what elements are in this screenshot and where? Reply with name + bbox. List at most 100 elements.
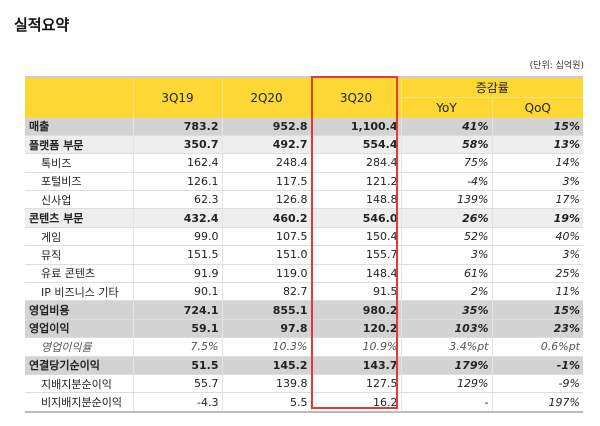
row-label: 플랫폼 부문: [25, 135, 133, 155]
header-label: [25, 76, 133, 118]
row-label: 콘텐츠 부문: [25, 208, 133, 228]
row-label: 영업이익: [25, 319, 133, 339]
header-3q19: 3Q19: [132, 76, 222, 118]
header-3q20: 3Q20: [310, 76, 401, 118]
cell-qoq: 15%: [491, 300, 583, 320]
cell-3q19: 62.3: [132, 190, 222, 210]
page-title: 실적요약: [14, 16, 70, 34]
cell-2q20: 117.5: [221, 172, 311, 192]
row-label: 톡비즈: [25, 153, 133, 173]
table-row: 지배지분순이익 55.7 139.8 127.5 129% -9%: [25, 374, 583, 394]
cell-yoy: 2%: [400, 282, 492, 302]
cell-qoq: 40%: [491, 227, 583, 247]
cell-qoq: 11%: [491, 282, 583, 302]
cell-2q20: 855.1: [221, 300, 311, 320]
cell-3q19: 126.1: [132, 172, 222, 192]
cell-2q20: 151.0: [221, 245, 311, 265]
cell-qoq: 3%: [491, 172, 583, 192]
table-row: 톡비즈 162.4 248.4 284.4 75% 14%: [25, 153, 583, 173]
cell-yoy: 139%: [400, 190, 492, 210]
cell-3q20: 143.7: [310, 356, 401, 375]
cell-yoy: 58%: [400, 135, 492, 155]
cell-yoy: 179%: [400, 356, 492, 375]
cell-3q19: 91.9: [132, 264, 222, 284]
cell-3q19: 151.5: [132, 245, 222, 265]
cell-3q20: 1,100.4: [310, 117, 401, 136]
table-row: 영업이익 59.1 97.8 120.2 103% 23%: [25, 319, 583, 339]
cell-2q20: 126.8: [221, 190, 311, 210]
row-label: 신사업: [25, 190, 133, 210]
summary-table: 3Q19 2Q20 3Q20 증감률 YoY QoQ 매출 783.2 952.8 1…: [25, 76, 583, 413]
cell-3q19: 7.5%: [132, 337, 222, 357]
table-row: 연결당기순이익 51.5 145.2 143.7 179% -1%: [25, 356, 583, 375]
cell-qoq: 3%: [491, 245, 583, 265]
table-row: 유료 콘텐츠 91.9 119.0 148.4 61% 25%: [25, 264, 583, 284]
row-label: 비지배지분순이익: [25, 392, 133, 413]
cell-2q20: 97.8: [221, 319, 311, 339]
cell-yoy: 35%: [400, 300, 492, 320]
cell-2q20: 139.8: [221, 374, 311, 394]
row-label: 게임: [25, 227, 133, 247]
row-label: 연결당기순이익: [25, 356, 133, 375]
cell-qoq: 15%: [491, 117, 583, 136]
cell-3q20: 554.4: [310, 135, 401, 155]
table-row: 뮤직 151.5 151.0 155.7 3% 3%: [25, 245, 583, 265]
table-row: 영업비용 724.1 855.1 980.2 35% 15%: [25, 300, 583, 320]
row-label: 지배지분순이익: [25, 374, 133, 394]
cell-3q19: 59.1: [132, 319, 222, 339]
row-label: 뮤직: [25, 245, 133, 265]
cell-3q19: 350.7: [132, 135, 222, 155]
cell-qoq: 17%: [491, 190, 583, 210]
cell-2q20: 145.2: [221, 356, 311, 375]
cell-3q20: 91.5: [310, 282, 401, 302]
cell-yoy: 61%: [400, 264, 492, 284]
cell-2q20: 460.2: [221, 208, 311, 228]
table-row: 영업이익률 7.5% 10.3% 10.9% 3.4%pt 0.6%pt: [25, 337, 583, 357]
cell-yoy: 103%: [400, 319, 492, 339]
row-label: 영업이익률: [25, 337, 133, 357]
cell-qoq: 14%: [491, 153, 583, 173]
cell-yoy: 41%: [400, 117, 492, 136]
cell-3q19: 90.1: [132, 282, 222, 302]
cell-2q20: 10.3%: [221, 337, 311, 357]
cell-3q20: 120.2: [310, 319, 401, 339]
table-row: 매출 783.2 952.8 1,100.4 41% 15%: [25, 117, 583, 136]
cell-3q20: 10.9%: [310, 337, 401, 357]
cell-2q20: 248.4: [221, 153, 311, 173]
cell-3q20: 155.7: [310, 245, 401, 265]
table-row: 비지배지분순이익 -4.3 5.5 16.2-197%: [25, 392, 583, 413]
cell-2q20: 107.5: [221, 227, 311, 247]
cell-3q20: 121.2: [310, 172, 401, 192]
cell-3q19: 783.2: [132, 117, 222, 136]
cell-qoq: -9%: [491, 374, 583, 394]
header-qoq: QoQ: [491, 97, 583, 118]
cell-2q20: 492.7: [221, 135, 311, 155]
cell-3q19: -4.3: [132, 392, 222, 413]
cell-yoy: -: [400, 392, 492, 413]
cell-yoy: 129%: [400, 374, 492, 394]
cell-3q19: 432.4: [132, 208, 222, 228]
cell-3q20: 284.4: [310, 153, 401, 173]
header-2q20: 2Q20: [221, 76, 311, 118]
row-label: 영업비용: [25, 300, 133, 320]
unit-label: (단위: 십억원): [529, 61, 584, 71]
cell-yoy: 3%: [400, 245, 492, 265]
table-row: 신사업 62.3 126.8 148.8 139% 17%: [25, 190, 583, 210]
cell-qoq: 23%: [491, 319, 583, 339]
table-row: IP 비즈니스 기타 90.1 82.7 91.5 2% 11%: [25, 282, 583, 302]
cell-3q20: 980.2: [310, 300, 401, 320]
cell-3q20: 150.4: [310, 227, 401, 247]
cell-qoq: 13%: [491, 135, 583, 155]
cell-2q20: 119.0: [221, 264, 311, 284]
table-row: 포털비즈 126.1 117.5 121.2 -4% 3%: [25, 172, 583, 192]
cell-3q20: 148.8: [310, 190, 401, 210]
table-row: 플랫폼 부문 350.7 492.7 554.4 58% 13%: [25, 135, 583, 155]
cell-qoq: 0.6%pt: [491, 337, 583, 357]
header-yoy: YoY: [400, 97, 492, 118]
cell-3q20: 148.4: [310, 264, 401, 284]
row-label: 포털비즈: [25, 172, 133, 192]
row-label: IP 비즈니스 기타: [25, 282, 133, 302]
cell-yoy: 75%: [400, 153, 492, 173]
cell-3q19: 51.5: [132, 356, 222, 375]
cell-yoy: -4%: [400, 172, 492, 192]
